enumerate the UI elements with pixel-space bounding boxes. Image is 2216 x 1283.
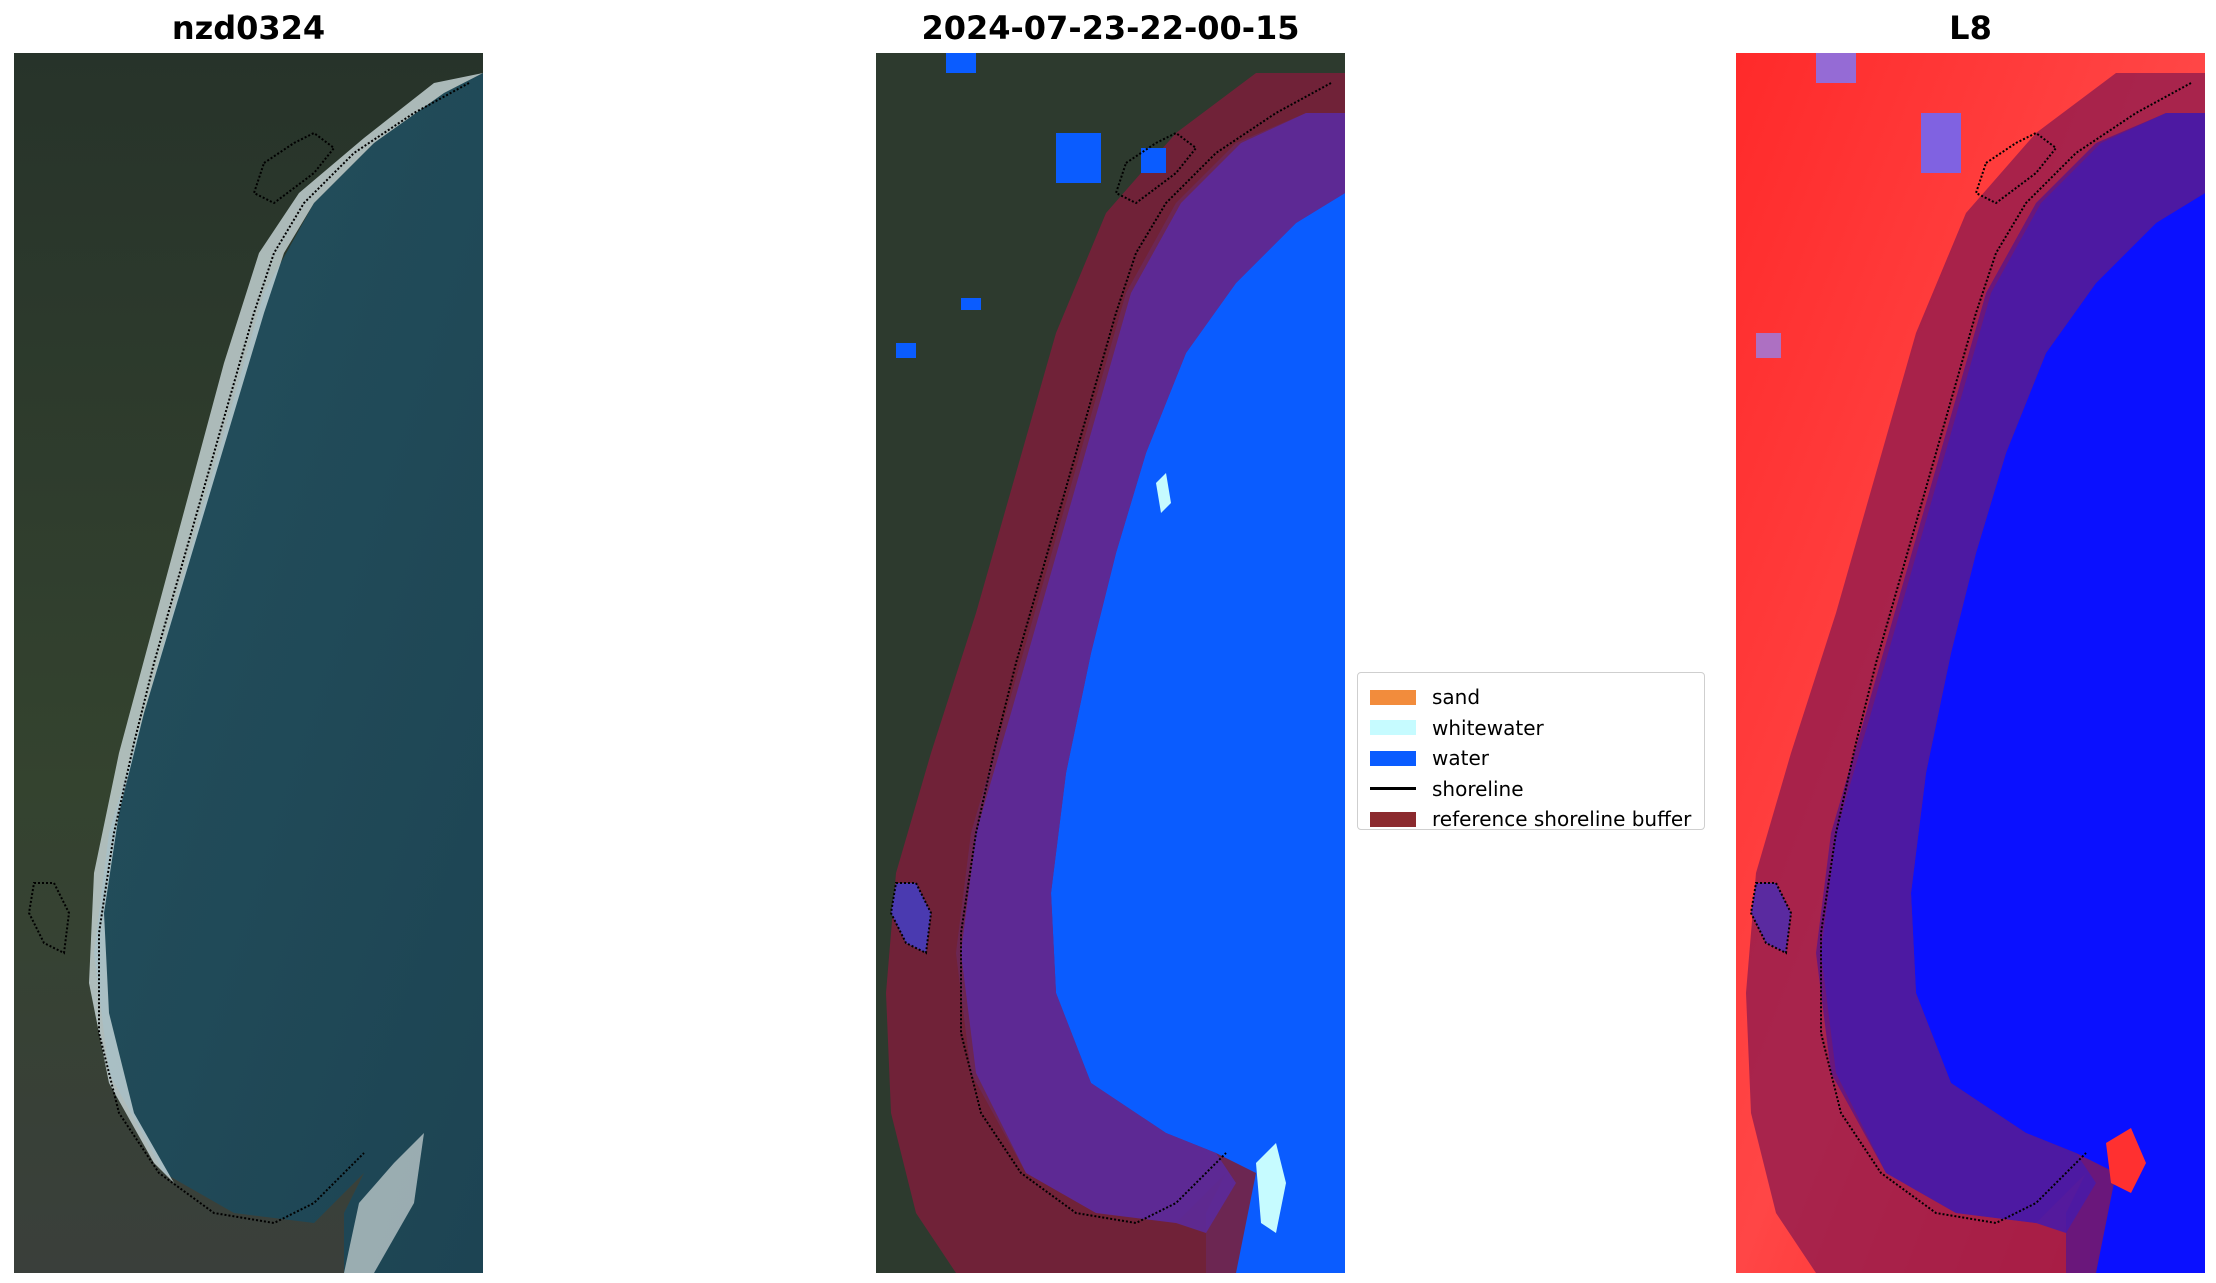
water-patch [1756, 333, 1781, 358]
headland-index [2106, 1128, 2146, 1193]
sea-area [94, 73, 483, 1273]
lagoon-outline [1974, 131, 2058, 205]
water-patch [1816, 53, 1856, 83]
legend: sand whitewater water shoreline referenc… [1357, 672, 1705, 831]
surf-zone [89, 73, 483, 1183]
whitewater-patch-small [1156, 473, 1171, 513]
l8-index-image [1736, 53, 2205, 1273]
water-patch [1141, 148, 1166, 173]
lake-outline [27, 882, 71, 955]
legend-swatch [1370, 787, 1416, 791]
legend-swatch [1370, 720, 1416, 736]
legend-label: shoreline [1432, 776, 1524, 801]
legend-item-shoreline: shoreline [1370, 774, 1692, 805]
lake-outline [889, 882, 933, 955]
water-patch [896, 343, 916, 358]
legend-swatch [1370, 689, 1416, 705]
legend-swatch [1370, 811, 1416, 827]
lake-outline [1749, 882, 1793, 955]
legend-label: whitewater [1432, 715, 1544, 740]
lagoon-outline [1114, 131, 1198, 205]
shoreline-line [960, 82, 1332, 1225]
headland-surf [344, 1133, 424, 1273]
shoreline-line [1820, 82, 2192, 1225]
buffer-water-overlap [1821, 113, 2205, 1233]
water-patch [1921, 113, 1961, 173]
legend-item-buffer: reference shoreline buffer [1370, 804, 1692, 835]
legend-item-water: water [1370, 743, 1692, 774]
buffer-water-overlap [961, 113, 1345, 1233]
shoreline-line [98, 82, 470, 1225]
legend-label: sand [1432, 685, 1481, 710]
classified-image [876, 53, 1345, 1273]
legend-item-sand: sand [1370, 682, 1692, 713]
panel-title-rgb: nzd0324 [171, 9, 326, 47]
water-patch [946, 53, 976, 73]
panel-title-classified: 2024-07-23-22-00-15 [921, 9, 1300, 47]
lagoon-outline [252, 131, 336, 205]
water-patch [1056, 133, 1101, 183]
water-patch [961, 298, 981, 310]
whitewater-patch [1256, 1143, 1286, 1233]
panel-title-index: L8 [1949, 9, 1992, 47]
legend-item-whitewater: whitewater [1370, 713, 1692, 744]
legend-swatch [1370, 750, 1416, 766]
rgb-satellite-image [14, 53, 483, 1273]
legend-label: reference shoreline buffer [1432, 807, 1692, 832]
legend-label: water [1432, 746, 1489, 771]
